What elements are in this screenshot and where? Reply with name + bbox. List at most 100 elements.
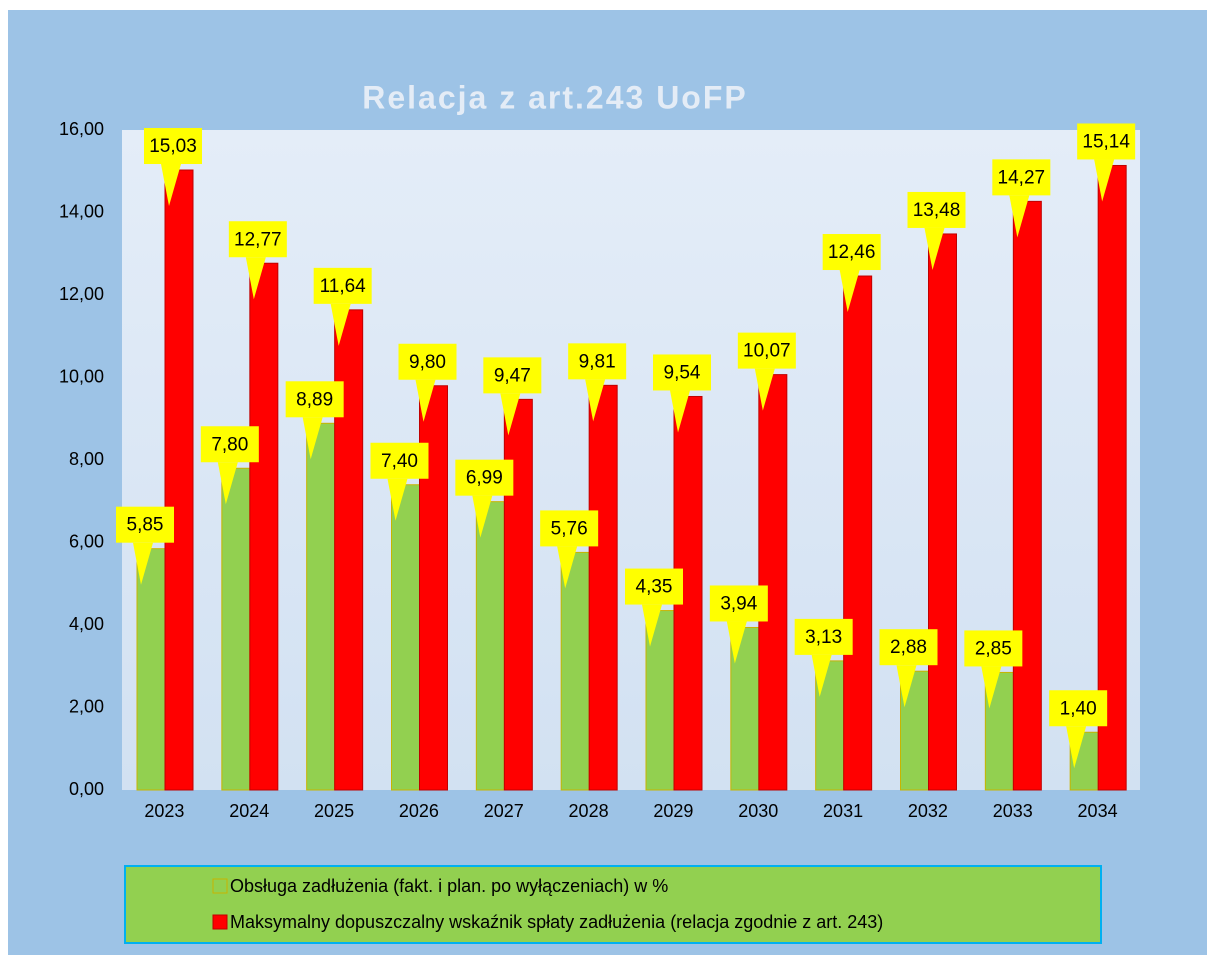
label-box <box>964 630 1023 667</box>
y-tick-label: 4,00 <box>69 614 104 634</box>
label-pointer <box>1066 726 1087 769</box>
data-label: 7,80 <box>211 434 248 455</box>
x-tick-label: 2033 <box>993 801 1033 821</box>
x-tick-label: 2034 <box>1078 801 1118 821</box>
bar <box>136 548 166 791</box>
label-box <box>653 354 711 391</box>
label-box <box>794 618 853 655</box>
label-box <box>737 332 796 369</box>
data-label: 15,03 <box>149 136 197 157</box>
x-tick-label: 2025 <box>314 801 354 821</box>
label-box <box>200 426 259 463</box>
data-label: 5,85 <box>127 515 164 536</box>
label-pointer <box>557 546 578 589</box>
x-tick-label: 2029 <box>653 801 693 821</box>
label-pointer <box>500 393 521 436</box>
label-box <box>625 568 683 605</box>
bar <box>221 467 251 791</box>
label-pointer <box>585 379 606 422</box>
x-tick-label: 2027 <box>484 801 524 821</box>
bar <box>673 395 703 791</box>
legend-marker <box>212 914 228 930</box>
bar <box>843 275 873 791</box>
bar <box>928 233 957 791</box>
data-label: 11,64 <box>320 276 367 297</box>
y-tick-label: 8,00 <box>69 449 104 469</box>
x-tick-label: 2031 <box>823 801 863 821</box>
label-box <box>144 128 202 165</box>
legend <box>124 865 1102 944</box>
x-tick-label: 2024 <box>229 801 269 821</box>
data-label: 3,94 <box>720 593 757 614</box>
data-label: 9,47 <box>494 365 531 386</box>
x-tick-label: 2030 <box>738 801 778 821</box>
data-label: 2,85 <box>975 638 1012 659</box>
label-pointer <box>726 621 747 664</box>
bar <box>391 484 420 791</box>
label-box <box>879 629 938 666</box>
bar <box>475 501 505 791</box>
data-label: 8,89 <box>296 389 333 410</box>
legend-label: Maksymalny dopuszczalny wskaźnik spłaty … <box>230 912 883 932</box>
bar <box>1012 200 1042 791</box>
legend-marker <box>212 878 228 894</box>
label-box <box>1049 690 1108 727</box>
bar <box>560 551 590 791</box>
label-pointer <box>245 257 266 300</box>
data-label: 10,07 <box>743 341 791 362</box>
y-tick-label: 16,00 <box>59 119 104 139</box>
label-pointer <box>924 227 945 270</box>
y-tick-label: 0,00 <box>69 779 104 799</box>
label-box <box>568 343 627 380</box>
label-box <box>370 442 429 479</box>
data-label: 14,27 <box>998 167 1046 188</box>
label-pointer <box>754 368 775 411</box>
data-label: 5,76 <box>551 518 588 539</box>
label-box <box>313 267 372 304</box>
label-pointer <box>387 478 408 521</box>
data-label: 9,80 <box>409 352 446 373</box>
y-tick-label: 2,00 <box>69 696 104 716</box>
data-label: 13,48 <box>913 200 961 221</box>
bar <box>306 422 336 791</box>
data-label: 4,35 <box>636 577 673 598</box>
label-box <box>907 191 966 228</box>
bar <box>164 169 194 791</box>
y-tick-label: 10,00 <box>59 366 104 386</box>
y-tick-label: 14,00 <box>59 201 104 221</box>
label-box <box>709 585 768 622</box>
data-label: 3,13 <box>805 627 842 648</box>
label-pointer <box>161 164 181 207</box>
label-pointer <box>839 270 860 313</box>
data-label: 6,99 <box>466 468 503 489</box>
x-tick-label: 2023 <box>144 801 184 821</box>
data-label: 7,40 <box>381 451 418 472</box>
label-box <box>540 510 599 547</box>
label-pointer <box>1094 159 1115 202</box>
y-tick-label: 6,00 <box>69 531 104 551</box>
label-box <box>822 234 881 271</box>
data-label: 12,77 <box>234 229 282 250</box>
bar <box>503 398 533 791</box>
label-pointer <box>1009 195 1030 238</box>
y-tick-label: 12,00 <box>59 284 104 304</box>
bar <box>758 374 788 791</box>
data-label: 2,88 <box>890 637 927 658</box>
label-box <box>483 357 542 394</box>
label-box <box>398 343 457 380</box>
bar <box>588 384 618 791</box>
data-label: 1,40 <box>1060 698 1097 719</box>
label-pointer <box>670 390 690 433</box>
data-label: 9,54 <box>664 362 701 383</box>
data-label: 9,81 <box>579 351 616 372</box>
label-pointer <box>472 495 493 538</box>
bar <box>1097 164 1127 791</box>
label-pointer <box>981 666 1002 709</box>
label-pointer <box>896 665 917 708</box>
x-tick-label: 2026 <box>399 801 439 821</box>
label-pointer <box>642 604 662 647</box>
data-label: 12,46 <box>828 242 876 263</box>
x-tick-label: 2032 <box>908 801 948 821</box>
label-box <box>228 221 287 258</box>
